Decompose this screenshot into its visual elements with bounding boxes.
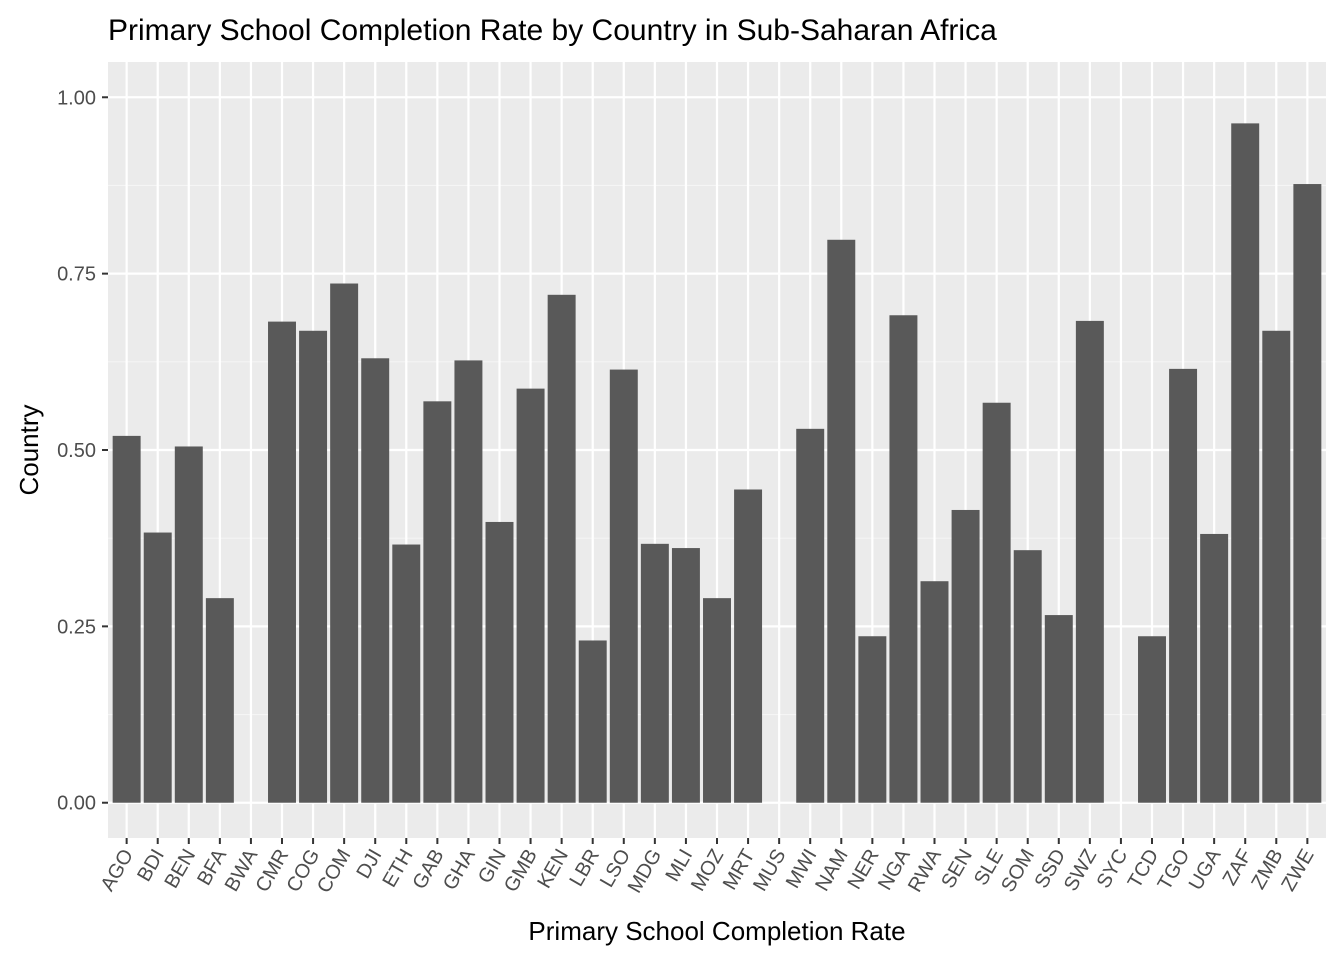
bar-gmb bbox=[516, 388, 545, 803]
x-tick-label: ZWE bbox=[1277, 846, 1318, 895]
x-tick-label: SWZ bbox=[1060, 846, 1101, 895]
x-tick-label: SOM bbox=[997, 846, 1039, 896]
bar-sen bbox=[951, 509, 980, 803]
bar-ago bbox=[112, 435, 141, 803]
x-tick-label: SYC bbox=[1093, 846, 1133, 893]
bar-zwe bbox=[1293, 184, 1322, 803]
x-tick-label: MUS bbox=[749, 846, 790, 895]
bar-nam bbox=[827, 239, 856, 803]
y-tick-label: 0.25 bbox=[57, 616, 96, 638]
bar-som bbox=[1013, 550, 1042, 803]
bar-nga bbox=[889, 315, 918, 803]
bar-mrt bbox=[734, 489, 763, 803]
x-tick-label: NAM bbox=[811, 846, 852, 895]
bar-ssd bbox=[1044, 615, 1073, 803]
bar-bdi bbox=[143, 532, 172, 803]
y-tick-label: 1.00 bbox=[57, 87, 96, 109]
bar-tgo bbox=[1169, 368, 1198, 803]
bar-moz bbox=[703, 598, 731, 803]
bar-zmb bbox=[1262, 330, 1291, 803]
bar-mdg bbox=[640, 543, 669, 803]
x-tick-label: MDG bbox=[624, 846, 666, 897]
x-tick-label: GMB bbox=[500, 846, 542, 896]
x-tick-label: LBR bbox=[566, 846, 605, 891]
x-tick-label: SEN bbox=[937, 846, 977, 893]
x-tick-label: BEN bbox=[161, 846, 201, 893]
bar-ken bbox=[547, 294, 576, 803]
bar-com bbox=[330, 283, 359, 803]
bar-ben bbox=[174, 446, 203, 803]
bar-lbr bbox=[578, 640, 607, 803]
bar-gab bbox=[423, 401, 452, 803]
x-tick-label: COM bbox=[313, 846, 355, 897]
bar-bfa bbox=[205, 598, 234, 803]
bar-sle bbox=[982, 402, 1011, 803]
x-axis-title: Primary School Completion Rate bbox=[528, 916, 905, 946]
bar-ner bbox=[858, 636, 887, 803]
x-tick-label: KEN bbox=[533, 846, 573, 893]
bar-cog bbox=[299, 330, 328, 803]
y-axis-title: Country bbox=[14, 404, 44, 495]
bar-mli bbox=[671, 548, 700, 803]
x-tick-label: AGO bbox=[97, 846, 138, 895]
y-axis: 0.00 0.25 0.50 0.75 1.00 bbox=[57, 87, 108, 815]
bar-gin bbox=[485, 521, 514, 803]
x-tick-label: RWA bbox=[904, 845, 946, 896]
bar-lso bbox=[609, 369, 638, 803]
bar-rwa bbox=[920, 581, 949, 803]
x-tick-label: GHA bbox=[439, 845, 480, 894]
bar-tcd bbox=[1138, 636, 1166, 803]
bar-uga bbox=[1200, 533, 1229, 803]
x-axis: AGOBDIBENBFABWACMRCOGCOMDJIETHGABGHAGING… bbox=[97, 838, 1319, 897]
x-tick-label: MOZ bbox=[687, 846, 728, 895]
x-tick-label: TGO bbox=[1154, 846, 1195, 895]
chart-title: Primary School Completion Rate by Countr… bbox=[108, 14, 997, 47]
bar-cmr bbox=[268, 321, 296, 803]
bar-zaf bbox=[1231, 123, 1260, 803]
x-tick-label: UGA bbox=[1185, 845, 1226, 894]
bar-swz bbox=[1075, 320, 1104, 803]
bars bbox=[112, 123, 1322, 803]
bar-gha bbox=[454, 360, 483, 803]
bar-dji bbox=[361, 358, 390, 803]
bar-mwi bbox=[796, 428, 825, 803]
y-tick-label: 0.75 bbox=[57, 264, 96, 286]
y-tick-label: 0.50 bbox=[57, 440, 96, 462]
bar-eth bbox=[392, 544, 421, 803]
y-tick-label: 0.00 bbox=[57, 793, 96, 815]
